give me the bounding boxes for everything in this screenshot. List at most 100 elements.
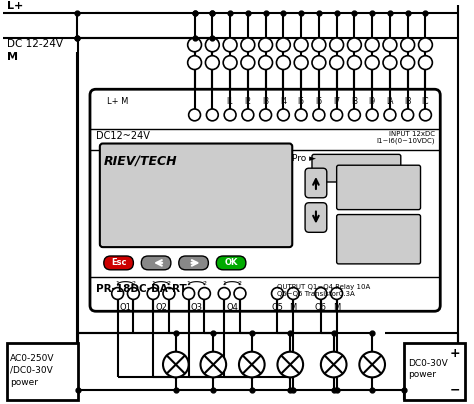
Bar [7, 343, 78, 400]
Circle shape [401, 56, 415, 69]
Circle shape [188, 38, 201, 52]
Circle shape [223, 38, 237, 52]
FancyBboxPatch shape [100, 143, 292, 247]
Text: Esc: Esc [111, 259, 127, 267]
Circle shape [384, 109, 396, 121]
Text: RIEV∕TECH: RIEV∕TECH [104, 154, 177, 167]
Circle shape [347, 38, 361, 52]
Text: Q3: Q3 [191, 303, 202, 312]
Circle shape [277, 352, 303, 377]
Circle shape [315, 288, 327, 299]
Text: IC: IC [422, 97, 429, 106]
Circle shape [183, 288, 194, 299]
Text: L+ M: L+ M [107, 97, 128, 106]
Circle shape [347, 56, 361, 69]
Circle shape [366, 109, 378, 121]
Circle shape [401, 38, 415, 52]
Circle shape [277, 109, 289, 121]
Circle shape [294, 38, 308, 52]
Circle shape [128, 288, 139, 299]
Circle shape [312, 38, 326, 52]
Circle shape [201, 352, 226, 377]
Circle shape [163, 352, 189, 377]
Circle shape [331, 288, 343, 299]
Circle shape [241, 56, 255, 69]
Text: INPUT 12xDC
I1~I6(0~10VDC): INPUT 12xDC I1~I6(0~10VDC) [377, 130, 435, 144]
Text: DC 12-24V: DC 12-24V [7, 39, 63, 49]
Text: 2: 2 [202, 281, 207, 286]
Text: 2: 2 [167, 281, 171, 286]
Text: IA: IA [386, 97, 394, 106]
Circle shape [259, 56, 273, 69]
FancyBboxPatch shape [337, 215, 420, 264]
Circle shape [224, 109, 236, 121]
Circle shape [331, 109, 343, 121]
Text: −: − [449, 383, 460, 396]
Text: I6: I6 [315, 97, 322, 106]
Circle shape [419, 38, 432, 52]
Text: Q1: Q1 [119, 303, 131, 312]
Circle shape [163, 288, 175, 299]
Text: M: M [7, 52, 18, 62]
FancyBboxPatch shape [337, 165, 420, 210]
FancyBboxPatch shape [305, 168, 327, 198]
Circle shape [205, 38, 219, 52]
Circle shape [272, 288, 283, 299]
Text: 1: 1 [151, 281, 155, 286]
Circle shape [330, 38, 344, 52]
Circle shape [112, 288, 124, 299]
Circle shape [234, 288, 246, 299]
Circle shape [365, 38, 379, 52]
FancyBboxPatch shape [90, 89, 440, 311]
Circle shape [218, 288, 230, 299]
Text: DC0-30V
power: DC0-30V power [408, 359, 447, 379]
Circle shape [242, 109, 254, 121]
Text: M: M [290, 303, 297, 312]
Circle shape [330, 56, 344, 69]
Circle shape [312, 56, 326, 69]
Text: OK: OK [224, 259, 238, 267]
Circle shape [241, 38, 255, 52]
FancyBboxPatch shape [104, 256, 133, 270]
Text: 2: 2 [238, 281, 242, 286]
Text: Q4: Q4 [226, 303, 238, 312]
Circle shape [321, 352, 346, 377]
FancyBboxPatch shape [141, 256, 171, 270]
Bar [404, 343, 465, 400]
Text: Pro ►: Pro ► [292, 154, 316, 163]
FancyBboxPatch shape [312, 154, 401, 182]
Text: I1: I1 [227, 97, 234, 106]
Text: Q6: Q6 [315, 303, 327, 312]
Circle shape [419, 56, 432, 69]
Circle shape [205, 56, 219, 69]
Text: IB: IB [404, 97, 411, 106]
Text: PR-18DC-DA-RT: PR-18DC-DA-RT [96, 284, 187, 294]
Text: M: M [333, 303, 340, 312]
Text: DC12~24V: DC12~24V [96, 130, 150, 141]
Circle shape [239, 352, 264, 377]
Circle shape [259, 38, 273, 52]
Circle shape [383, 56, 397, 69]
Circle shape [365, 56, 379, 69]
Text: AC0-250V
/DC0-30V
power: AC0-250V /DC0-30V power [10, 354, 55, 387]
Text: I9: I9 [369, 97, 376, 106]
Circle shape [419, 109, 431, 121]
Text: 1: 1 [116, 281, 119, 286]
Circle shape [348, 109, 360, 121]
FancyBboxPatch shape [216, 256, 246, 270]
Text: I3: I3 [262, 97, 269, 106]
Circle shape [189, 109, 201, 121]
Text: L+: L+ [7, 1, 23, 11]
Circle shape [359, 352, 385, 377]
Circle shape [199, 288, 210, 299]
FancyBboxPatch shape [305, 203, 327, 232]
Text: 1: 1 [222, 281, 226, 286]
Circle shape [188, 56, 201, 69]
Circle shape [402, 109, 414, 121]
Circle shape [260, 109, 272, 121]
Text: I5: I5 [298, 97, 305, 106]
Circle shape [223, 56, 237, 69]
Text: Q5: Q5 [272, 303, 283, 312]
Text: Q2: Q2 [155, 303, 167, 312]
Text: I8: I8 [351, 97, 358, 106]
